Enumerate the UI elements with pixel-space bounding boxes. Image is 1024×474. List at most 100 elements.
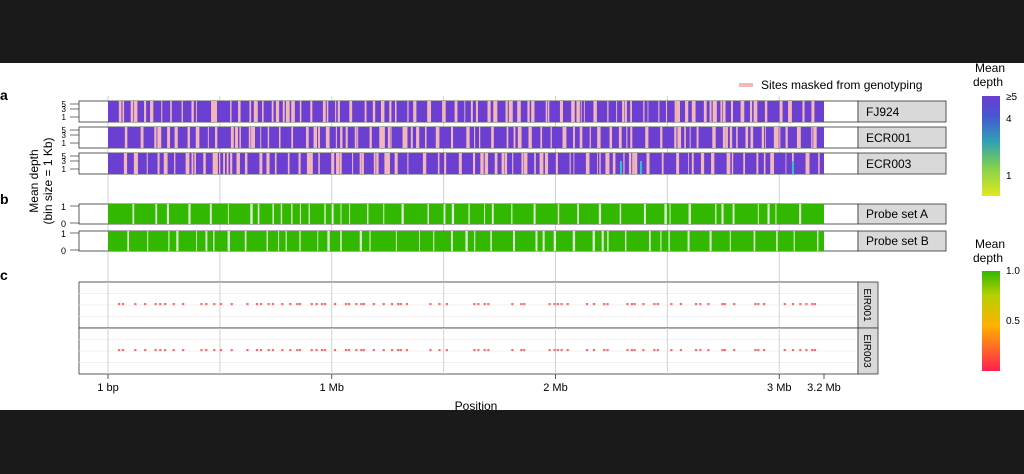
masked-stripe (711, 153, 715, 174)
probe-gap (619, 204, 622, 224)
masked-stripe (140, 127, 144, 148)
masked-stripe (364, 101, 367, 122)
colorbar-a-title-1: Mean (975, 61, 1005, 75)
masked-stripe (238, 101, 241, 122)
masked-stripe (394, 101, 397, 122)
probe-gap (176, 231, 179, 251)
probe-gap (687, 231, 690, 251)
probe-gap (308, 204, 310, 224)
masked-site-point (298, 349, 302, 352)
depth-fill (108, 127, 824, 148)
masked-stripe (226, 153, 229, 174)
masked-stripe (583, 101, 585, 122)
masked-stripe (325, 127, 330, 148)
masked-stripe (215, 153, 218, 174)
masked-site-point (548, 303, 551, 306)
probe-gap (419, 231, 420, 251)
masked-site-point (757, 303, 760, 306)
x-tick-label: 1 bp (97, 382, 118, 394)
masked-site-point (315, 303, 318, 306)
masked-site-point (656, 303, 659, 306)
masked-site-point (310, 303, 313, 306)
masked-stripe (389, 101, 392, 122)
masked-site-point (721, 349, 724, 352)
masked-site-point (429, 349, 432, 352)
masked-site-point (271, 349, 275, 352)
masked-site-point (296, 303, 299, 306)
masked-site-point (405, 303, 409, 306)
masked-site-point (255, 349, 259, 352)
masked-stripe (194, 153, 196, 174)
probe-gap (349, 204, 351, 224)
masked-stripe (634, 153, 638, 174)
strip-label-box (857, 126, 947, 149)
masked-site-point (200, 349, 203, 352)
masked-stripe (775, 127, 779, 148)
masked-site-point (397, 303, 400, 306)
masked-site-point (707, 303, 710, 306)
masked-stripe (331, 153, 335, 174)
masked-stripe (495, 101, 498, 122)
masked-stripe (661, 153, 664, 174)
probe-gap (383, 204, 385, 224)
probe-gap (327, 231, 330, 251)
masked-stripe (271, 101, 274, 122)
colorbar-b-ticks: 1.0 0.5 (1006, 266, 1020, 327)
masked-stripe (239, 127, 241, 148)
masked-site-point (699, 303, 702, 306)
probe-gap (598, 204, 602, 224)
masked-stripe (298, 153, 301, 174)
probe-gap (127, 231, 130, 251)
masked-site-point (246, 303, 249, 306)
masked-stripe (167, 127, 170, 148)
x-tick-label: 2 Mb (543, 382, 567, 394)
masked-stripe (345, 127, 348, 148)
masked-stripe (785, 153, 787, 174)
masked-stripe (437, 153, 440, 174)
masked-site-point (390, 303, 394, 306)
masked-stripe (394, 153, 398, 174)
masked-stripe (475, 101, 478, 122)
masked-stripe (262, 101, 264, 122)
masked-site-point (653, 349, 656, 352)
masked-stripe (779, 101, 783, 122)
masked-site-point (118, 349, 121, 352)
masked-stripe (612, 153, 616, 174)
masked-site-point (805, 303, 808, 306)
masked-site-point (560, 349, 563, 352)
masked-stripe (287, 153, 290, 174)
masked-stripe (580, 101, 582, 122)
masked-stripe (407, 153, 409, 174)
masked-stripe (402, 127, 407, 148)
masked-site-point (791, 303, 795, 306)
masked-stripe (597, 153, 598, 174)
masked-stripe (352, 153, 354, 174)
probe-gap (227, 231, 230, 251)
masked-site-point (603, 349, 606, 352)
masked-stripe (136, 153, 138, 174)
masked-stripe (813, 127, 817, 148)
masked-stripe (274, 153, 277, 174)
probe-gap (227, 204, 229, 224)
panel-label-a: a (0, 87, 8, 103)
masked-stripe (424, 127, 427, 148)
probe-gap (776, 231, 778, 251)
probe-gap (367, 204, 369, 224)
masked-site-point (679, 349, 683, 352)
masked-stripe (740, 101, 745, 122)
masked-site-point (791, 349, 795, 352)
x-tick-label: 3 Mb (767, 382, 791, 394)
masked-stripe (339, 153, 342, 174)
masked-stripe (508, 101, 513, 122)
masked-stripe (335, 127, 337, 148)
masked-stripe (632, 153, 635, 174)
probe-gap (278, 231, 280, 251)
masked-site-point (372, 303, 375, 306)
masked-stripe (376, 153, 379, 174)
probe-gap (511, 204, 513, 224)
masked-stripe (616, 101, 618, 122)
masked-stripe (731, 101, 734, 122)
masked-stripe (335, 101, 337, 122)
masked-site-point (323, 303, 327, 306)
masked-site-point (323, 349, 327, 352)
